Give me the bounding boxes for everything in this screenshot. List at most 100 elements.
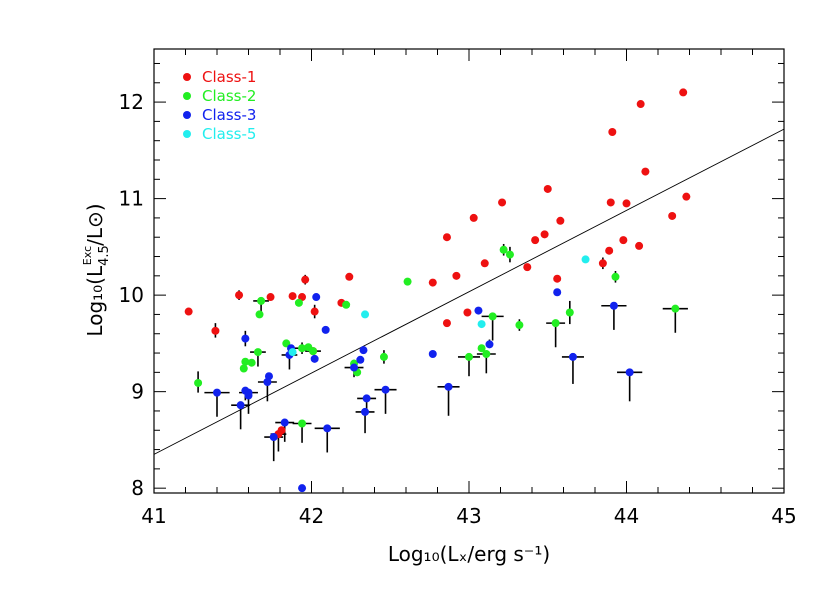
y-axis-title: Log₁₀(L4.5Exc/L⊙) <box>81 203 112 336</box>
data-point-class-3 <box>244 391 253 400</box>
y-axis-title-prefix: Log₁₀(L <box>83 265 107 337</box>
data-point-class-3 <box>312 293 321 302</box>
x-tick-label: 44 <box>614 504 639 528</box>
data-point-class-3 <box>298 484 307 493</box>
data-point-class-3 <box>428 350 437 359</box>
data-point-class-2 <box>488 312 497 321</box>
data-point-class-1 <box>641 167 650 176</box>
data-point-class-3 <box>323 424 332 433</box>
data-point-class-1 <box>184 307 193 316</box>
data-point-class-1 <box>679 88 688 97</box>
data-point-class-3 <box>381 385 390 394</box>
data-point-class-1 <box>531 236 540 245</box>
x-tick-label: 41 <box>141 504 166 528</box>
x-tick-label: 43 <box>456 504 481 528</box>
data-point-class-5 <box>581 255 590 264</box>
data-point-class-1 <box>266 293 275 302</box>
axis-ticks <box>153 49 785 493</box>
data-point-class-2 <box>255 310 264 319</box>
data-point-class-2 <box>379 352 388 361</box>
data-point-class-1 <box>428 278 437 287</box>
data-point-class-1 <box>463 308 472 317</box>
data-point-class-2 <box>194 378 203 387</box>
data-point-class-2 <box>477 344 486 353</box>
y-axis-title-suffix: /L⊙) <box>83 203 107 245</box>
y-tick-label: 11 <box>119 187 144 211</box>
data-point-class-1 <box>235 291 244 300</box>
data-point-class-3 <box>568 352 577 361</box>
data-point-class-2 <box>342 300 351 309</box>
data-point-class-2 <box>565 308 574 317</box>
x-tick-label: 45 <box>771 504 796 528</box>
data-point-class-3 <box>213 388 221 397</box>
data-point-class-5 <box>477 320 486 329</box>
data-point-class-5 <box>361 310 370 319</box>
data-point-class-1 <box>310 307 319 316</box>
data-point-class-1 <box>211 326 220 335</box>
data-point-class-3 <box>350 363 359 372</box>
axis-tick-labels: 41 42 43 44 45 8 9 10 11 12 <box>119 90 797 528</box>
y-axis-title-subscript: 4.5 <box>97 245 112 266</box>
legend-label-class-3: Class-3 <box>202 106 256 124</box>
data-point-class-1 <box>598 259 607 268</box>
data-point-class-3 <box>321 325 330 334</box>
data-point-class-1 <box>608 128 617 137</box>
data-point-class-2 <box>298 419 307 428</box>
data-point-class-1 <box>288 292 297 301</box>
data-point-class-3 <box>280 418 289 427</box>
data-point-class-1 <box>553 274 562 283</box>
data-point-class-1 <box>543 184 552 193</box>
data-point-class-2 <box>298 344 307 353</box>
data-point-class-2 <box>294 298 303 307</box>
data-point-class-1 <box>619 236 628 245</box>
data-point-class-2 <box>482 350 491 359</box>
legend-label-class-5: Class-5 <box>202 125 256 143</box>
y-tick-label: 8 <box>131 476 144 500</box>
data-point-class-1 <box>605 246 614 255</box>
data-point-class-2 <box>257 296 266 305</box>
data-point-class-5 <box>288 348 297 357</box>
data-point-class-3 <box>361 407 370 416</box>
data-point-class-1 <box>301 275 310 284</box>
data-point-class-1 <box>635 241 644 250</box>
data-point-class-3 <box>264 372 273 381</box>
x-tick-label: 42 <box>299 504 324 528</box>
data-point-class-2 <box>403 277 412 286</box>
data-point-class-2 <box>551 319 560 328</box>
data-point-class-1 <box>523 263 532 272</box>
data-point-class-3 <box>444 382 453 391</box>
data-point-class-3 <box>362 394 371 403</box>
data-point-class-3 <box>310 354 319 363</box>
data-point-class-1 <box>469 213 478 222</box>
data-point-class-3 <box>609 301 618 310</box>
data-point-class-1 <box>556 216 565 225</box>
data-point-class-2 <box>239 364 248 373</box>
data-point-class-3 <box>241 334 250 343</box>
data-point-class-1 <box>606 198 615 207</box>
data-point-class-2 <box>309 347 318 356</box>
data-point-class-1 <box>277 426 286 435</box>
data-point-class-2 <box>247 358 256 367</box>
data-point-class-3 <box>359 346 368 355</box>
legend-marker-class-1 <box>183 73 191 81</box>
data-point-class-1 <box>540 230 549 239</box>
data-point-class-2 <box>671 304 680 313</box>
data-point-class-3 <box>356 355 365 364</box>
data-point-class-2 <box>515 321 524 330</box>
data-point-class-2 <box>465 352 473 361</box>
data-point-class-1 <box>682 192 691 201</box>
data-point-class-1 <box>668 211 677 220</box>
x-axis-title: Log₁₀(Lₓ/erg s⁻¹) <box>388 542 550 566</box>
data-point-class-1 <box>636 100 645 109</box>
y-tick-label: 10 <box>119 283 144 307</box>
legend-label-class-2: Class-2 <box>202 87 256 105</box>
y-axis-title-superscript: Exc <box>81 246 94 265</box>
data-point-class-1 <box>345 272 354 281</box>
legend-label-class-1: Class-1 <box>202 68 256 86</box>
data-point-class-1 <box>442 319 451 328</box>
y-tick-label: 9 <box>131 380 144 404</box>
data-point-class-1 <box>480 259 489 268</box>
data-point-class-2 <box>611 272 620 281</box>
